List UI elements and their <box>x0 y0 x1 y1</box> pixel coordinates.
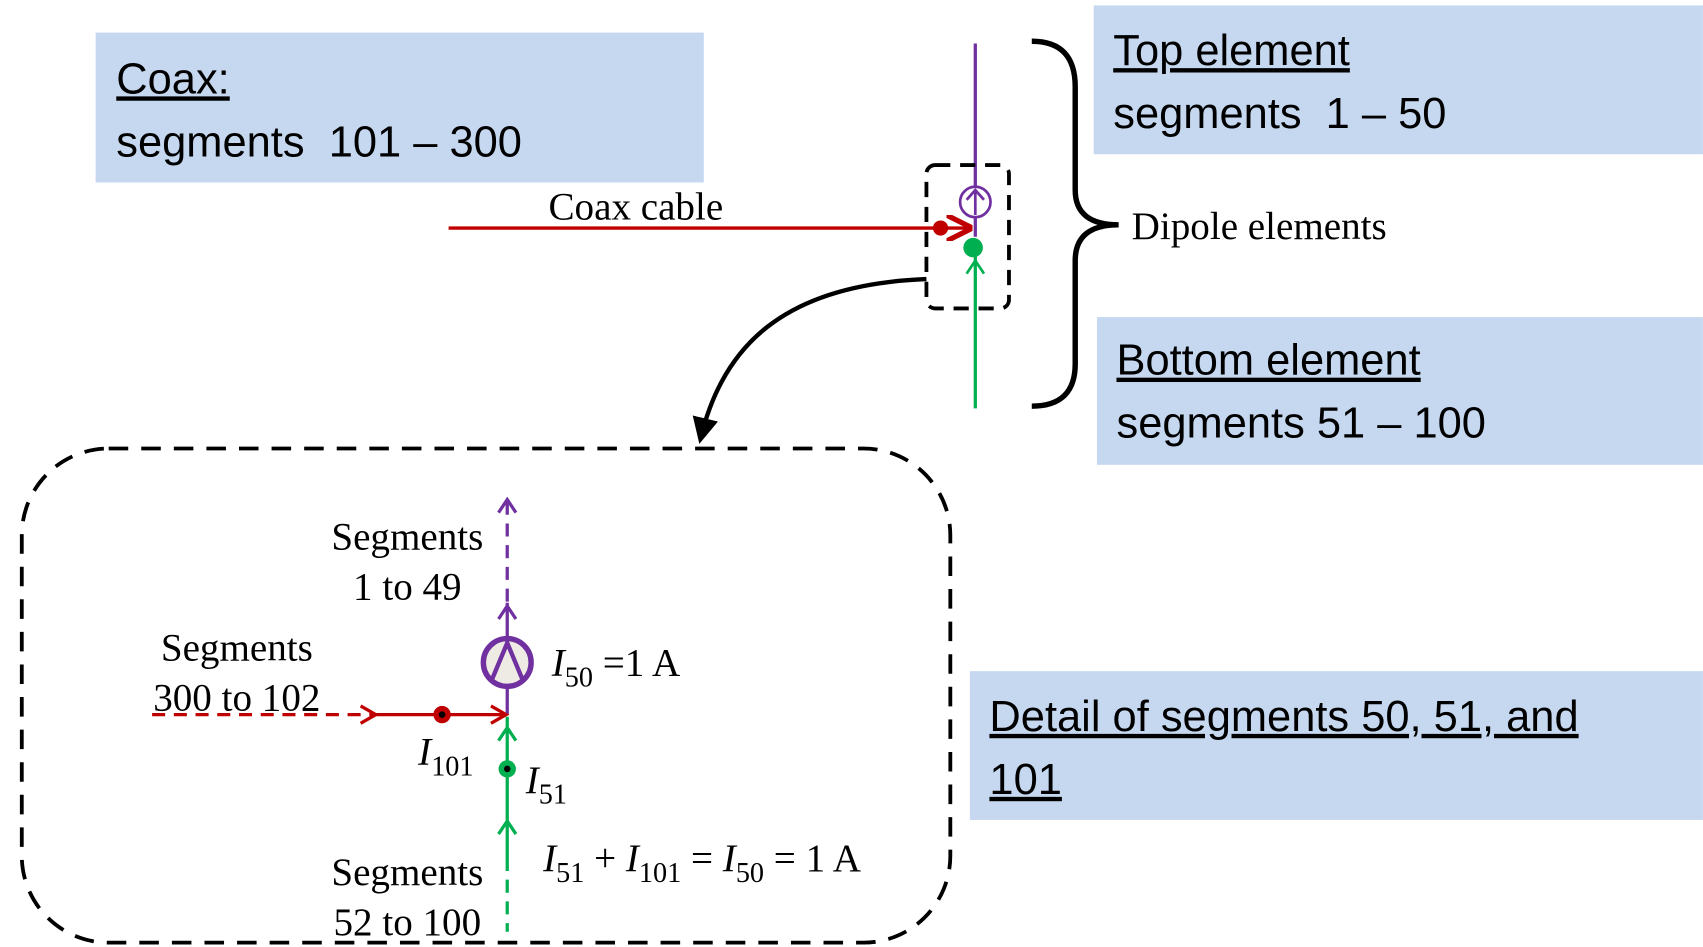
dipole-label: Dipole elements <box>1132 205 1387 248</box>
box-bg <box>1093 5 1703 155</box>
operator: = <box>681 837 723 880</box>
green-arrow <box>965 258 986 275</box>
box-text: segments 51 – 100 <box>1116 400 1485 448</box>
subscript: 101 <box>639 858 681 889</box>
value: =1 A <box>593 641 680 684</box>
seg-label: 300 to 102 <box>153 676 320 719</box>
seg-label: 1 to 49 <box>353 565 462 608</box>
symbol: I <box>625 837 641 880</box>
green-dot-center <box>503 765 511 773</box>
purple-arrow <box>497 603 518 620</box>
current-i101: I101 <box>417 731 473 783</box>
current-i50: I50 =1 A <box>551 641 680 693</box>
box-bg <box>969 671 1703 820</box>
box-line: 101 <box>989 756 1061 804</box>
box-bg <box>1096 317 1703 465</box>
seg-label: Segments <box>331 516 483 559</box>
red-dot-center <box>438 711 446 718</box>
box-text: segments 101 – 300 <box>116 118 522 166</box>
seg-label: Segments <box>161 626 313 669</box>
box-text: segments 1 – 50 <box>1113 90 1446 138</box>
coax-dot <box>932 220 949 236</box>
box-title: Bottom element <box>1116 337 1420 385</box>
source-arrow <box>488 637 526 683</box>
box-bg <box>95 32 704 183</box>
bottom-box: Bottom element segments 51 – 100 <box>1096 317 1703 465</box>
equation: I51 + I101 = I50 = 1 A <box>542 837 861 889</box>
zoom-arrow <box>692 276 927 444</box>
symbol: I <box>551 641 567 684</box>
source-arrow <box>965 188 986 216</box>
green-dot <box>963 237 983 258</box>
subscript: 50 <box>565 662 593 693</box>
box-line: Detail of segments 50, 51, and <box>989 693 1578 741</box>
red-arrow <box>359 704 380 725</box>
seg-label: 52 to 100 <box>334 901 482 944</box>
brace <box>1031 38 1119 409</box>
green-arrow <box>497 724 518 835</box>
operator: = 1 A <box>764 837 861 880</box>
detail-frame <box>19 446 953 945</box>
current-i51: I51 <box>525 759 567 811</box>
subscript: 101 <box>431 751 473 782</box>
subscript: 51 <box>539 780 567 811</box>
box-title: Coax: <box>116 55 229 103</box>
subscript: 50 <box>736 858 764 889</box>
operator: + <box>584 837 626 880</box>
symbol: I <box>525 759 541 802</box>
zoom-box <box>924 163 1011 311</box>
red-arrow <box>490 704 510 725</box>
subscript: 51 <box>556 858 584 889</box>
symbol: I <box>542 837 558 880</box>
coax-cable-label: Coax cable <box>549 185 724 228</box>
symbol: I <box>722 837 738 880</box>
detail-box: Detail of segments 50, 51, and 101 <box>969 671 1703 820</box>
top-box: Top element segments 1 – 50 <box>1093 5 1703 155</box>
coax-box: Coax: segments 101 – 300 <box>95 32 704 183</box>
box-title: Top element <box>1113 27 1350 75</box>
purple-arrow <box>497 496 518 514</box>
seg-label: Segments <box>331 851 483 894</box>
symbol: I <box>417 731 433 774</box>
